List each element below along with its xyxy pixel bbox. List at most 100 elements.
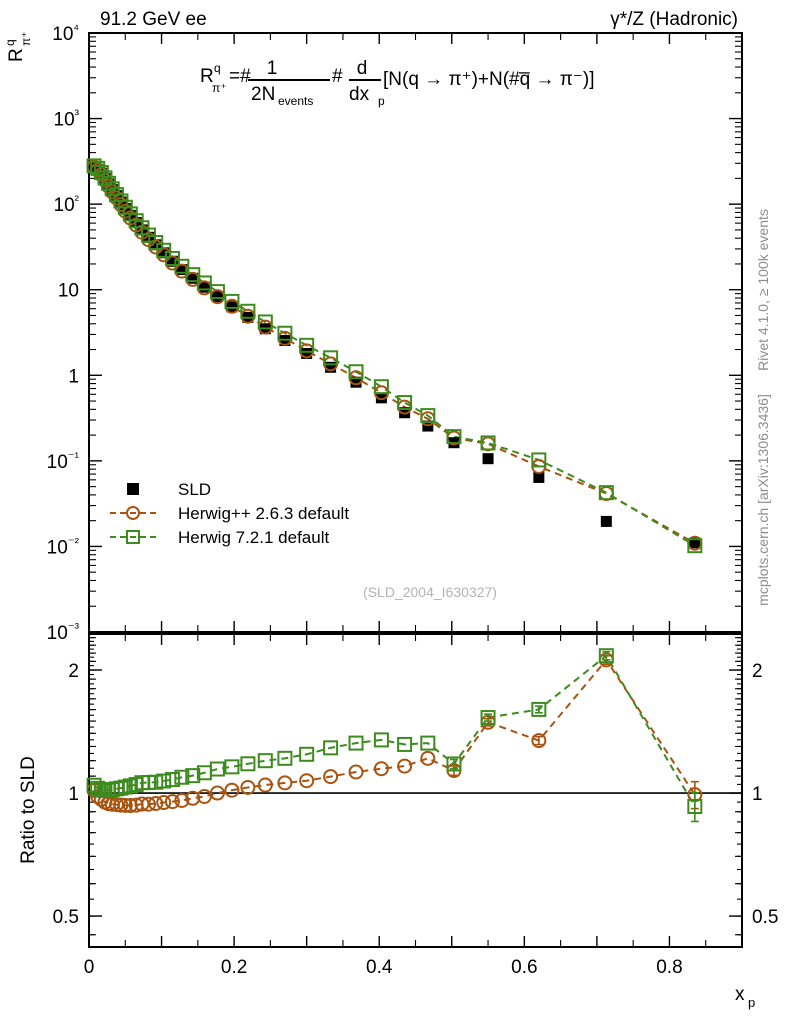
- data-point: [158, 247, 170, 259]
- legend-item-1[interactable]: Herwig++ 2.6.3 default: [110, 504, 349, 523]
- data-point: [531, 733, 547, 749]
- watermark: (SLD_2004_I630327): [363, 584, 497, 600]
- data-point: [224, 293, 240, 309]
- data-point: [299, 773, 315, 789]
- data-point: [101, 175, 117, 191]
- data-point: [240, 303, 256, 319]
- ratio-series-herwigpp: [86, 652, 703, 814]
- data-point: [348, 764, 364, 780]
- data-point: [598, 648, 614, 664]
- formula-lhs-sub: π⁺: [212, 81, 227, 95]
- data-point: [277, 750, 293, 766]
- data-point: [375, 392, 387, 404]
- formula-frac-den: 2N: [251, 84, 275, 105]
- x-axis-title: x p: [735, 984, 755, 1010]
- data-point: [211, 291, 223, 303]
- x-tick-label: 0.2: [221, 957, 247, 978]
- data-point: [687, 538, 703, 554]
- main-y-axis-title-sub: π⁺: [19, 31, 33, 46]
- data-point: [531, 701, 547, 717]
- side-label-mcplots: mcplots.cern.ch [arXiv:1306.3436]: [755, 394, 771, 606]
- data-point: [187, 272, 199, 284]
- data-point: [323, 350, 339, 366]
- data-point: [480, 435, 496, 451]
- data-point: [533, 471, 545, 483]
- data-point: [323, 740, 339, 756]
- ratio-y-tick-label-right: 1: [752, 784, 763, 805]
- legend-label: SLD: [178, 480, 211, 499]
- data-point: [397, 395, 413, 411]
- data-point: [397, 736, 413, 752]
- main-y-tick-label: 10⁻¹: [47, 449, 80, 473]
- formula-d-den-sub: p: [378, 94, 385, 108]
- data-point: [348, 735, 364, 751]
- data-point: [148, 235, 164, 251]
- data-point: [113, 780, 129, 796]
- data-point: [174, 769, 190, 785]
- data-point: [209, 761, 225, 777]
- main-y-tick-exponent: ⁻²: [68, 534, 80, 549]
- formula-frac-den-sub: events: [278, 94, 313, 108]
- x-tick-label: 0.6: [511, 957, 537, 978]
- data-point: [226, 301, 238, 313]
- data-point: [373, 732, 389, 748]
- data-point: [140, 796, 156, 812]
- data-point: [257, 314, 273, 330]
- x-axis-title-sub: p: [748, 995, 755, 1010]
- formula-eq: =#: [229, 66, 251, 87]
- legend-item-0[interactable]: SLD: [127, 480, 211, 499]
- data-point: [117, 779, 133, 795]
- data-point: [148, 774, 164, 790]
- main-y-axis-title: R q π⁺: [3, 31, 33, 62]
- ratio-panel-data: [86, 648, 703, 823]
- main-y-tick-exponent: ⁻¹: [68, 449, 80, 464]
- data-point: [480, 710, 496, 726]
- header-right-title: γ*/Z (Hadronic): [610, 9, 738, 30]
- main-y-tick-label: 10³: [54, 107, 80, 131]
- legend-marker: [126, 530, 140, 544]
- data-point: [198, 281, 210, 293]
- legend: SLD Herwig++ 2.6.3 default Herwig 7.2.1 de…: [110, 480, 349, 547]
- formula-d-den: dx: [349, 84, 370, 105]
- data-point: [299, 337, 315, 353]
- data-point: [185, 790, 201, 806]
- formula-mid: #: [332, 66, 343, 87]
- data-point: [687, 798, 703, 814]
- legend-marker: [126, 506, 140, 520]
- data-point: [164, 794, 180, 810]
- formula-d-num: d: [357, 58, 368, 79]
- data-point: [224, 759, 240, 775]
- data-point: [257, 777, 273, 793]
- ratio-series-herwig7: [86, 648, 703, 823]
- ratio-y-tick-label-right: 0.5: [752, 907, 778, 928]
- main-y-tick-exponent: ²: [75, 192, 80, 207]
- data-point: [176, 264, 188, 276]
- ratio-y-tick-label: 0.5: [53, 907, 79, 928]
- data-point: [323, 769, 339, 785]
- main-y-tick-exponent: ³: [75, 107, 80, 122]
- data-point: [122, 798, 138, 814]
- data-point: [224, 782, 240, 798]
- data-point: [420, 750, 436, 766]
- main-y-tick-label: 10⁴: [52, 21, 79, 45]
- header-left-title: 91.2 GeV ee: [100, 9, 207, 30]
- data-point: [446, 429, 462, 445]
- ratio-y-tick-label: 1: [68, 784, 79, 805]
- data-point: [373, 379, 389, 395]
- data-point: [420, 408, 436, 424]
- data-point: [196, 275, 212, 291]
- x-tick-label: 0.4: [366, 957, 393, 978]
- legend-item-2[interactable]: Herwig 7.2.1 default: [110, 528, 329, 547]
- formula-lhs: R: [200, 66, 214, 87]
- data-point: [420, 735, 436, 751]
- data-point: [325, 361, 337, 373]
- main-y-tick-label: 10⁻³: [47, 620, 80, 644]
- ratio-y-tick-label: 2: [68, 661, 79, 682]
- data-point: [598, 485, 614, 501]
- data-point: [482, 453, 494, 465]
- data-point: [113, 797, 129, 813]
- ratio-panel-frame: [88, 633, 743, 948]
- ratio-y-tick-label-right: 2: [752, 661, 763, 682]
- data-point: [117, 797, 133, 813]
- data-point: [446, 756, 462, 772]
